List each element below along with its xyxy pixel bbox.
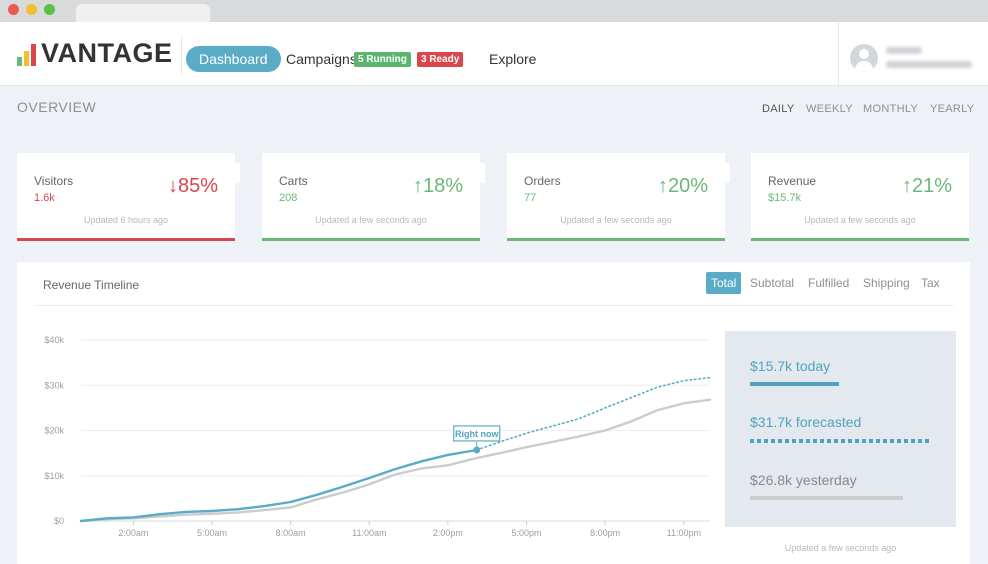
stat-card-orders[interactable]: Orders 77 ↑20% Updated a few seconds ago (507, 153, 730, 241)
card-notch (480, 163, 485, 183)
nav-dashboard[interactable]: Dashboard (186, 46, 281, 72)
x-tick-label: 8:00pm (590, 528, 620, 538)
y-tick-label: $0 (54, 516, 64, 526)
arrow-down-icon: ↓ (167, 175, 178, 197)
summary-today-bar (750, 382, 839, 386)
card-change: ↑20% (657, 175, 708, 197)
browser-tab[interactable] (76, 4, 210, 22)
right-now-label-box (453, 425, 501, 442)
revenue-timeline-panel: Revenue Timeline Total Subtotal Fulfille… (17, 262, 970, 564)
tab-tax[interactable]: Tax (921, 276, 940, 290)
running-badge: 5 Running (354, 52, 411, 67)
period-weekly[interactable]: WEEKLY (806, 103, 853, 115)
x-tick-label: 5:00am (197, 528, 227, 538)
card-value: $15.7k (768, 192, 802, 204)
nav-explore[interactable]: Explore (489, 51, 537, 67)
user-name-blurred (886, 47, 922, 54)
card-updated: Updated 6 hours ago (83, 215, 169, 225)
user-email-blurred (886, 61, 972, 68)
card-label: Orders (524, 174, 561, 188)
card-updated: Updated a few seconds ago (315, 215, 427, 225)
revenue-line-chart: $0 $10k $20k $30k $40k 2:00am 5:00am 8:00am 11:0… (44, 335, 712, 538)
y-tick-label: $40k (44, 335, 64, 345)
logo-bars-icon (17, 42, 36, 66)
tab-subtotal[interactable]: Subtotal (750, 276, 795, 290)
card-updated: Updated a few seconds ago (560, 215, 672, 225)
card-change: ↑18% (412, 175, 463, 197)
arrow-up-icon: ↑ (412, 175, 423, 197)
summary-today: $15.7k today (750, 358, 831, 374)
series-line-yesterday (79, 398, 712, 523)
card-change: ↑21% (901, 175, 952, 197)
card-value: 1.6k (34, 192, 55, 204)
x-tick-label: 5:00pm (512, 528, 542, 538)
minimize-window-icon[interactable] (26, 4, 37, 15)
card-change: ↓85% (167, 175, 218, 197)
x-tick-label: 2:00am (118, 528, 148, 538)
right-now-label: Right now (455, 429, 499, 439)
card-label: Revenue (768, 174, 817, 188)
stat-card-revenue[interactable]: Revenue $15.7k ↑21% Updated a few second… (751, 153, 969, 241)
panel-title: Revenue Timeline (43, 278, 140, 292)
x-tick-label: 11:00pm (667, 528, 701, 538)
x-tick-label: 2:00pm (433, 528, 463, 538)
series-line-forecast (475, 376, 711, 451)
period-daily[interactable]: DAILY (762, 103, 795, 115)
maximize-window-icon[interactable] (44, 4, 55, 15)
panel-divider (34, 305, 954, 306)
y-tick-label: $20k (44, 426, 64, 436)
y-tick-label: $30k (44, 380, 64, 390)
ready-badge: 3 Ready (417, 52, 464, 67)
card-updated: Updated a few seconds ago (804, 215, 916, 225)
period-monthly[interactable]: MONTHLY (863, 103, 919, 115)
header-divider (181, 36, 182, 74)
summary-forecast-bar (750, 439, 931, 443)
series-line-today (79, 448, 478, 523)
card-value: 77 (524, 192, 537, 204)
right-now-point (473, 446, 481, 454)
header-divider (838, 22, 839, 86)
card-label: Visitors (34, 174, 74, 188)
overview-title: OVERVIEW (17, 99, 97, 115)
tab-shipping[interactable]: Shipping (863, 276, 910, 290)
card-notch (725, 163, 730, 183)
brand-name: VANTAGE (41, 38, 173, 68)
period-yearly[interactable]: YEARLY (930, 103, 975, 115)
card-notch (235, 163, 240, 183)
card-label: Carts (279, 174, 308, 188)
nav-campaigns[interactable]: Campaigns (286, 51, 357, 67)
browser-chrome (0, 0, 988, 22)
x-tick-label: 8:00am (276, 528, 306, 538)
y-tick-label: $10k (44, 471, 64, 481)
revenue-summary: $15.7k today $31.7k forecasted $26.8k ye… (725, 331, 956, 527)
panel-updated: Updated a few seconds ago (784, 543, 897, 553)
arrow-up-icon: ↑ (901, 175, 912, 197)
user-avatar-icon[interactable] (850, 44, 878, 72)
stat-card-visitors[interactable]: Visitors 1.6k ↓85% Updated 6 hours ago (17, 153, 240, 241)
x-tick-label: 11:00am (352, 528, 386, 538)
arrow-up-icon: ↑ (657, 175, 668, 197)
card-value: 208 (279, 192, 298, 204)
brand-logo[interactable]: VANTAGE (17, 38, 173, 68)
tab-fulfilled[interactable]: Fulfilled (808, 276, 850, 290)
stat-card-carts[interactable]: Carts 208 ↑18% Updated a few seconds ago (262, 153, 485, 241)
close-window-icon[interactable] (8, 4, 19, 15)
summary-yesterday-bar (750, 496, 903, 500)
tab-total[interactable]: Total (706, 272, 742, 294)
summary-forecasted: $31.7k forecasted (750, 414, 862, 430)
summary-yesterday: $26.8k yesterday (750, 472, 857, 488)
app-header: VANTAGE Dashboard Campaigns 5 Running 3 … (0, 22, 988, 86)
